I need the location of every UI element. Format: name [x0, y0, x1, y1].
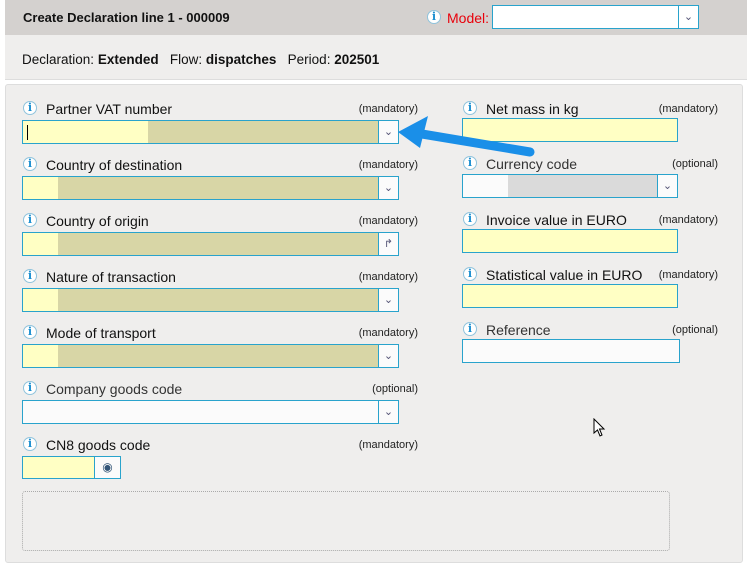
- partner-vat-number-input[interactable]: [23, 121, 378, 143]
- requirement-label: (mandatory): [658, 269, 718, 281]
- annotation-arrow-icon: [398, 116, 535, 157]
- info-icon[interactable]: i: [23, 157, 37, 171]
- info-icon[interactable]: i: [463, 101, 477, 115]
- statistical-value-field[interactable]: [462, 284, 678, 308]
- info-icon[interactable]: i: [23, 381, 37, 395]
- requirement-label: (mandatory): [358, 159, 418, 171]
- model-input[interactable]: [493, 6, 677, 28]
- chevron-double-down-icon[interactable]: ⌄: [657, 175, 677, 197]
- declaration-info: Declaration: Extended Flow: dispatches P…: [5, 35, 747, 80]
- cn8-goods-code-input[interactable]: [23, 457, 94, 478]
- corner-arrow-icon[interactable]: ↱: [378, 233, 398, 255]
- country-of-origin-label: Country of origin: [46, 213, 149, 229]
- requirement-label: (optional): [372, 383, 418, 395]
- mode-of-transport-input[interactable]: [23, 345, 378, 367]
- chevron-double-down-icon[interactable]: ⌄: [378, 401, 398, 423]
- info-icon[interactable]: i: [23, 269, 37, 283]
- reference-field[interactable]: [462, 339, 680, 363]
- eye-icon[interactable]: ◉: [94, 456, 121, 479]
- partner-vat-number-select[interactable]: ⌄: [22, 120, 399, 144]
- statistical-value-label: Statistical value in EURO: [486, 267, 643, 283]
- country-of-origin-input[interactable]: [23, 233, 378, 255]
- requirement-label: (mandatory): [358, 327, 418, 339]
- info-icon[interactable]: i: [463, 267, 477, 281]
- chevron-double-down-icon[interactable]: ⌄: [378, 289, 398, 311]
- country-of-destination-label: Country of destination: [46, 157, 183, 173]
- flow-value: dispatches: [205, 52, 277, 67]
- currency-code-label: Currency code: [486, 156, 578, 172]
- partner-vat-number-label: Partner VAT number: [46, 101, 173, 117]
- mode-of-transport-select[interactable]: ⌄: [22, 344, 399, 368]
- declaration-label: Declaration:: [22, 52, 95, 67]
- currency-code-input[interactable]: [463, 175, 657, 197]
- nature-of-transaction-select[interactable]: ⌄: [22, 288, 399, 312]
- nature-of-transaction-label: Nature of transaction: [46, 269, 176, 285]
- statistical-value-input[interactable]: [463, 285, 677, 307]
- chevron-double-down-icon[interactable]: ⌄: [378, 345, 398, 367]
- info-icon[interactable]: i: [463, 212, 477, 226]
- reference-label: Reference: [486, 322, 551, 338]
- info-icon[interactable]: i: [23, 325, 37, 339]
- requirement-label: (mandatory): [358, 103, 418, 115]
- info-icon[interactable]: i: [463, 156, 477, 170]
- company-goods-code-label: Company goods code: [46, 381, 183, 397]
- requirement-label: (mandatory): [358, 215, 418, 227]
- text-caret: [27, 125, 28, 140]
- net-mass-field[interactable]: [462, 118, 678, 142]
- company-goods-code-select[interactable]: ⌄: [22, 400, 399, 424]
- net-mass-input[interactable]: [463, 119, 677, 141]
- flow-label: Flow:: [169, 52, 203, 67]
- company-goods-code-input[interactable]: [23, 401, 378, 423]
- country-of-origin-select[interactable]: ↱: [22, 232, 399, 256]
- declaration-value: Extended: [97, 52, 159, 67]
- info-icon[interactable]: i: [427, 10, 441, 24]
- model-select[interactable]: ⌄: [492, 5, 699, 29]
- period-value: 202501: [334, 52, 380, 67]
- empty-drop-area: [22, 491, 670, 551]
- requirement-label: (mandatory): [658, 103, 718, 115]
- requirement-label: (optional): [672, 158, 718, 170]
- mouse-cursor-icon: [593, 418, 606, 437]
- period-label: Period:: [287, 52, 331, 67]
- info-icon[interactable]: i: [463, 322, 477, 336]
- country-of-destination-select[interactable]: ⌄: [22, 176, 399, 200]
- info-icon[interactable]: i: [23, 213, 37, 227]
- cn8-goods-code-field[interactable]: [22, 456, 95, 479]
- requirement-label: (optional): [672, 324, 718, 336]
- reference-input[interactable]: [463, 340, 679, 362]
- info-icon[interactable]: i: [23, 437, 37, 451]
- requirement-label: (mandatory): [358, 439, 418, 451]
- currency-code-select[interactable]: ⌄: [462, 174, 678, 198]
- model-label: Model:: [447, 10, 490, 26]
- invoice-value-input[interactable]: [463, 230, 677, 252]
- info-icon[interactable]: i: [23, 101, 37, 115]
- chevron-double-down-icon[interactable]: ⌄: [378, 121, 398, 143]
- invoice-value-field[interactable]: [462, 229, 678, 253]
- country-of-destination-input[interactable]: [23, 177, 378, 199]
- chevron-double-down-icon[interactable]: ⌄: [678, 6, 698, 28]
- requirement-label: (mandatory): [658, 214, 718, 226]
- nature-of-transaction-input[interactable]: [23, 289, 378, 311]
- cn8-goods-code-label: CN8 goods code: [46, 437, 151, 453]
- invoice-value-label: Invoice value in EURO: [486, 212, 627, 228]
- net-mass-label: Net mass in kg: [486, 101, 579, 117]
- form-panel: [5, 84, 743, 563]
- dialog-title: Create Declaration line 1 - 000009: [23, 10, 230, 25]
- mode-of-transport-label: Mode of transport: [46, 325, 156, 341]
- chevron-double-down-icon[interactable]: ⌄: [378, 177, 398, 199]
- requirement-label: (mandatory): [358, 271, 418, 283]
